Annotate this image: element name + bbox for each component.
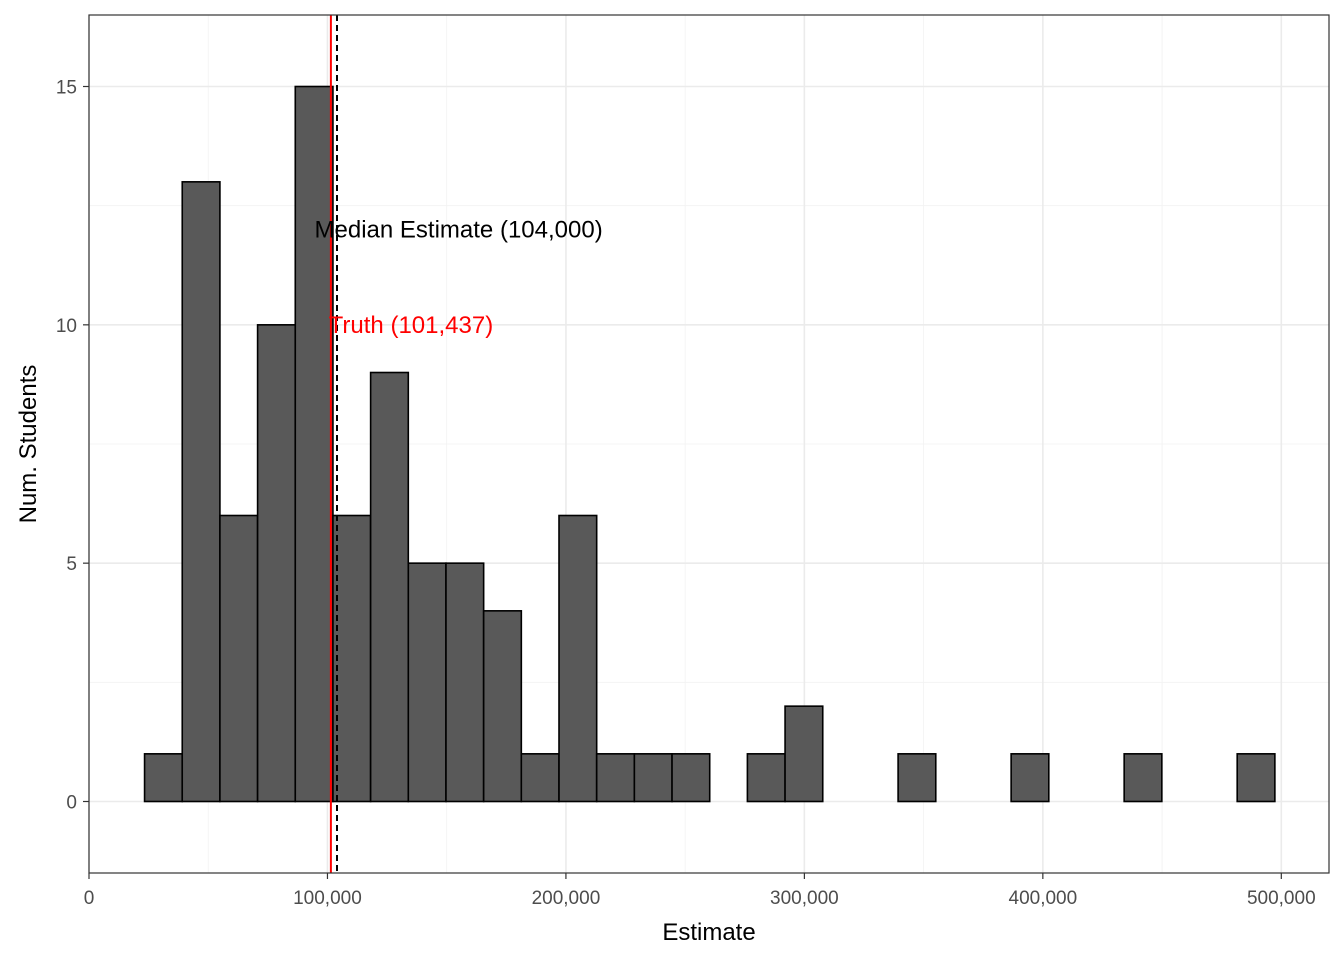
- x-axis-title: Estimate: [662, 919, 755, 946]
- y-tick-label: 15: [56, 78, 77, 99]
- y-axis: 0 5 10 15: [56, 78, 89, 814]
- x-axis: 0 100,000 200,000 300,000 400,000 500,000: [84, 873, 1316, 909]
- histogram-bar: [1123, 753, 1163, 803]
- y-axis-title: Num. Students: [15, 365, 42, 524]
- truth-label: Truth (101,437): [329, 312, 494, 339]
- histogram-bar: [1236, 753, 1276, 803]
- histogram-bar: [746, 753, 786, 803]
- histogram-bar: [256, 324, 297, 803]
- histogram-bar: [332, 514, 372, 803]
- y-tick-label: 5: [66, 554, 77, 575]
- histogram-bar: [407, 562, 447, 803]
- x-tick-label: 200,000: [532, 888, 601, 909]
- y-tick-label: 10: [56, 316, 77, 337]
- x-tick-label: 500,000: [1247, 888, 1316, 909]
- x-tick-label: 400,000: [1009, 888, 1078, 909]
- histogram-bar: [671, 753, 711, 803]
- histogram-bar: [897, 753, 937, 803]
- y-tick-label: 0: [66, 793, 77, 814]
- histogram-bars: [143, 85, 1276, 803]
- x-tick-label: 300,000: [770, 888, 839, 909]
- histogram-bar: [595, 753, 636, 803]
- annotations: Median Estimate (104,000) Truth (101,437): [315, 217, 603, 339]
- panel-border: [88, 14, 1330, 874]
- median-label: Median Estimate (104,000): [315, 217, 603, 244]
- histogram-bar: [520, 753, 560, 803]
- histogram-bar: [445, 562, 485, 803]
- histogram-bar: [558, 514, 598, 803]
- histogram-bar: [784, 705, 824, 803]
- histogram-bar: [143, 753, 184, 803]
- histogram-bar: [181, 181, 221, 803]
- histogram-bar: [1010, 753, 1050, 803]
- x-tick-label: 100,000: [293, 888, 362, 909]
- histogram-bar: [294, 85, 334, 803]
- histogram-bar: [219, 514, 259, 803]
- histogram-bar: [633, 753, 673, 803]
- histogram-bar: [482, 610, 523, 803]
- x-tick-label: 0: [84, 888, 95, 909]
- histogram-bar: [369, 371, 410, 803]
- reference-lines: [329, 15, 338, 873]
